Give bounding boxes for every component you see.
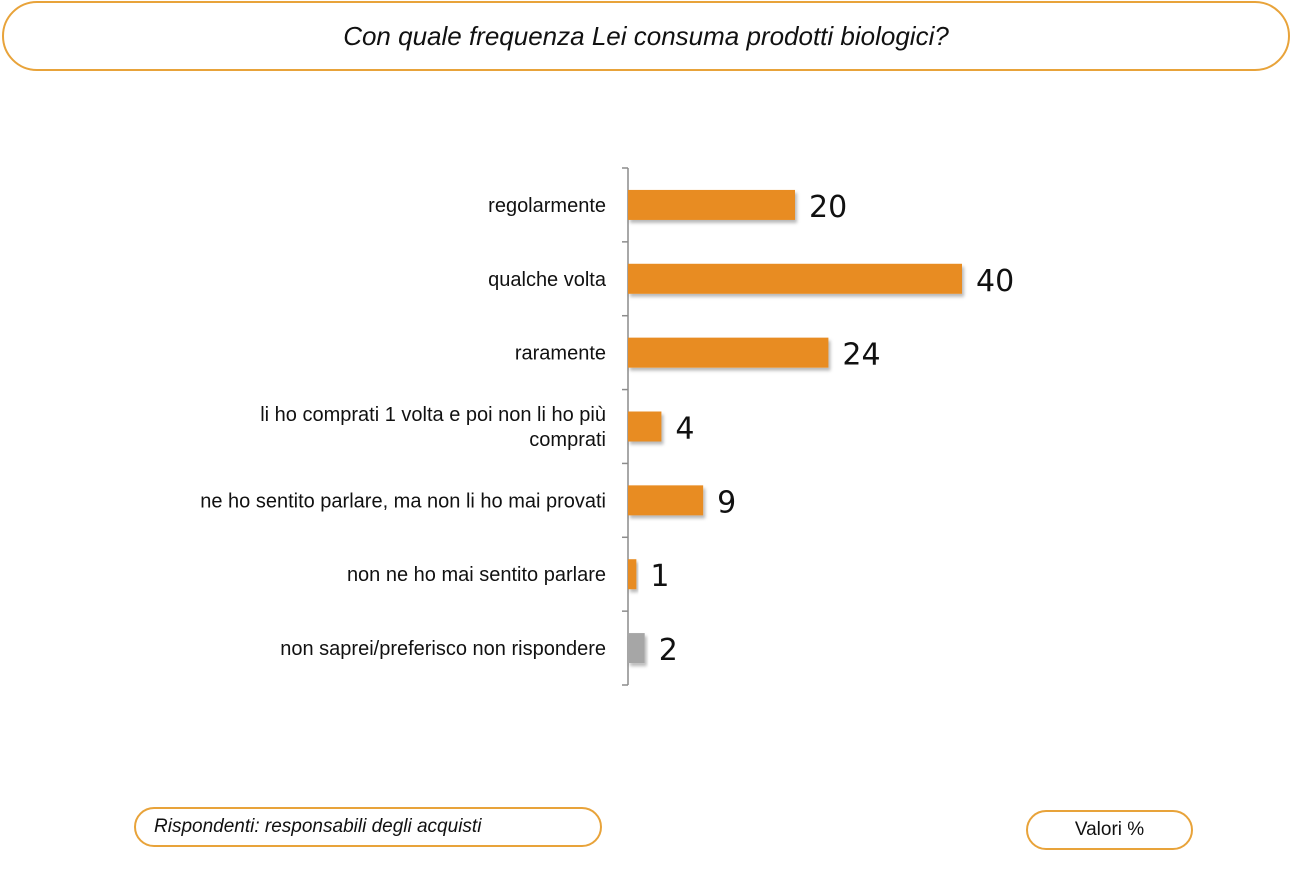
- units-note: Valori %: [1026, 810, 1193, 850]
- chart-title: Con quale frequenza Lei consuma prodotti…: [343, 20, 949, 51]
- data-label: 40: [976, 264, 1014, 299]
- units-text: Valori %: [1074, 819, 1145, 840]
- respondents-text: Rispondenti: responsabili degli acquisti: [154, 816, 482, 837]
- data-label: 20: [809, 190, 847, 225]
- data-label: 24: [842, 338, 880, 373]
- bar: [628, 337, 829, 368]
- data-label: 9: [717, 485, 736, 520]
- category-label: non ne ho mai sentito parlare: [347, 564, 606, 586]
- category-label: ne ho sentito parlare, ma non li ho mai …: [200, 490, 606, 512]
- category-label: regolarmente: [488, 195, 606, 217]
- data-label: 2: [659, 633, 678, 668]
- category-label: li ho comprati 1 volta e poi non li ho p…: [260, 404, 606, 451]
- category-label: raramente: [515, 343, 606, 365]
- category-label: non saprei/preferisco non rispondere: [280, 638, 606, 660]
- bar: [628, 263, 962, 294]
- bar: [628, 485, 704, 516]
- data-label: 1: [650, 559, 669, 594]
- bar: [628, 559, 637, 590]
- respondents-note: Rispondenti: responsabili degli acquisti: [134, 807, 602, 847]
- bar: [628, 633, 645, 664]
- bar: [628, 189, 795, 220]
- data-label: 4: [675, 412, 694, 447]
- title-box: Con quale frequenza Lei consuma prodotti…: [2, 1, 1290, 71]
- category-label: qualche volta: [488, 269, 607, 291]
- bar: [628, 411, 662, 442]
